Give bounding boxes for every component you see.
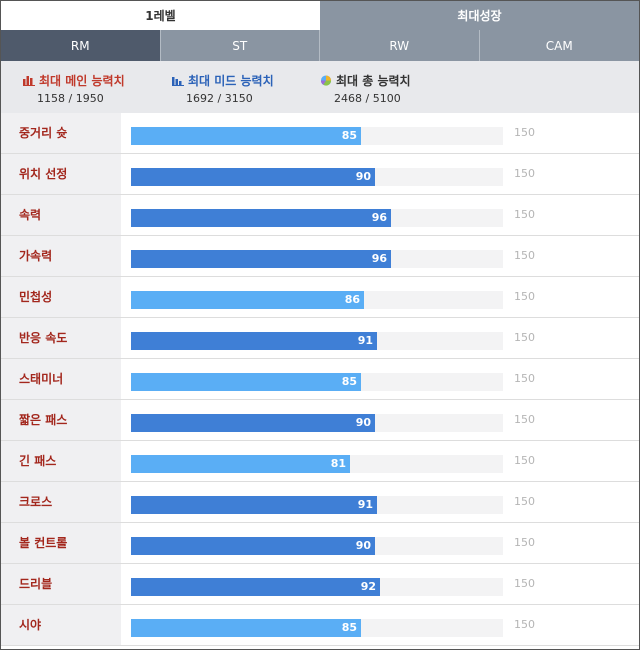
stat-value: 86: [344, 293, 360, 306]
stat-row: 볼 컨트롤 90 150: [1, 523, 639, 564]
stat-bar-track: 85: [131, 619, 503, 637]
position-tabs: RM ST RW CAM: [1, 30, 639, 61]
stat-name: 크로스: [1, 482, 121, 522]
stat-bar-fill: 90: [131, 168, 375, 186]
stat-bar-fill: 86: [131, 291, 364, 309]
stat-bar-track: 85: [131, 373, 503, 391]
stat-value: 90: [355, 416, 371, 429]
bar-chart-icon: [172, 76, 184, 86]
stat-value: 85: [341, 621, 357, 634]
stat-bar-fill: 91: [131, 496, 377, 514]
stat-row: 짧은 패스 90 150: [1, 400, 639, 441]
stat-name: 스태미너: [1, 359, 121, 399]
stat-max: 150: [514, 208, 535, 221]
stat-name: 짧은 패스: [1, 400, 121, 440]
summary-mid: 최대 미드 능력치 1692 / 3150: [172, 72, 274, 105]
stat-value: 90: [355, 170, 371, 183]
stat-row: 크로스 91 150: [1, 482, 639, 523]
stat-bar-track: 96: [131, 209, 503, 227]
tab-max-growth[interactable]: 최대성장: [320, 1, 639, 30]
stat-row: 반응 속도 91 150: [1, 318, 639, 359]
stat-row: 가속력 96 150: [1, 236, 639, 277]
tab-position-st[interactable]: ST: [161, 30, 320, 61]
stat-row: 긴 패스 81 150: [1, 441, 639, 482]
stat-name: 긴 패스: [1, 441, 121, 481]
stat-max: 150: [514, 331, 535, 344]
stat-max: 150: [514, 577, 535, 590]
stat-bar-track: 81: [131, 455, 503, 473]
summary-main: 최대 메인 능력치 1158 / 1950: [23, 72, 125, 105]
stat-value: 85: [341, 129, 357, 142]
stat-bar-track: 96: [131, 250, 503, 268]
stat-bar-fill: 90: [131, 537, 375, 555]
tab-level-1[interactable]: 1레벨: [1, 1, 320, 30]
stat-name: 속력: [1, 195, 121, 235]
stat-bar-fill: 85: [131, 373, 361, 391]
tab-position-cam[interactable]: CAM: [545, 38, 573, 53]
stat-value: 90: [355, 539, 371, 552]
summary-main-value: 1158 / 1950: [37, 92, 104, 105]
stat-bar-fill: 92: [131, 578, 380, 596]
stat-max: 150: [514, 372, 535, 385]
stat-bar-fill: 96: [131, 250, 391, 268]
stat-name: 시야: [1, 605, 121, 645]
stat-bar-fill: 85: [131, 619, 361, 637]
stat-name: 위치 선정: [1, 154, 121, 194]
level-tabs: 1레벨 최대성장: [1, 1, 639, 30]
summary-total: 최대 총 능력치 2468 / 5100: [320, 72, 411, 105]
stat-max: 150: [514, 126, 535, 139]
stat-name: 가속력: [1, 236, 121, 276]
stat-row: 중거리 슛 85 150: [1, 113, 639, 154]
stat-max: 150: [514, 454, 535, 467]
stat-bar-fill: 96: [131, 209, 391, 227]
stat-max: 150: [514, 413, 535, 426]
stat-name: 드리블: [1, 564, 121, 604]
stat-value: 96: [371, 211, 387, 224]
stat-value: 85: [341, 375, 357, 388]
stat-row: 드리블 92 150: [1, 564, 639, 605]
pie-chart-icon: [320, 74, 332, 86]
stat-bar-track: 85: [131, 127, 503, 145]
stat-bar-fill: 85: [131, 127, 361, 145]
stat-bar-track: 91: [131, 332, 503, 350]
stat-bar-track: 92: [131, 578, 503, 596]
stat-bar-fill: 81: [131, 455, 350, 473]
stat-row: 위치 선정 90 150: [1, 154, 639, 195]
stat-value: 96: [371, 252, 387, 265]
stat-bar-track: 86: [131, 291, 503, 309]
stat-row: 스태미너 85 150: [1, 359, 639, 400]
stat-max: 150: [514, 290, 535, 303]
stat-max: 150: [514, 536, 535, 549]
stat-value: 81: [330, 457, 346, 470]
stat-max: 150: [514, 167, 535, 180]
tab-position-rw[interactable]: RW: [320, 30, 480, 61]
stat-bar-track: 91: [131, 496, 503, 514]
bar-chart-icon: [23, 75, 35, 86]
stat-bar-track: 90: [131, 537, 503, 555]
stat-row: 속력 96 150: [1, 195, 639, 236]
summary-main-label: 최대 메인 능력치: [39, 73, 125, 88]
stat-bar-track: 90: [131, 168, 503, 186]
stat-name: 반응 속도: [1, 318, 121, 358]
stat-max: 150: [514, 618, 535, 631]
stat-value: 92: [360, 580, 376, 593]
stat-row: 민첩성 86 150: [1, 277, 639, 318]
stat-max: 150: [514, 495, 535, 508]
stat-bar-fill: 91: [131, 332, 377, 350]
stat-name: 민첩성: [1, 277, 121, 317]
stat-value: 91: [357, 498, 373, 511]
stat-bar-track: 90: [131, 414, 503, 432]
summary-total-value: 2468 / 5100: [334, 92, 401, 105]
summary-mid-label: 최대 미드 능력치: [188, 73, 274, 88]
stat-max: 150: [514, 249, 535, 262]
ability-summary: 최대 메인 능력치 1158 / 1950 최대 미드 능력치 1692 / 3…: [1, 61, 639, 113]
stat-bar-fill: 90: [131, 414, 375, 432]
summary-mid-value: 1692 / 3150: [186, 92, 253, 105]
stat-name: 중거리 슛: [1, 113, 121, 153]
stat-row: 시야 85 150: [1, 605, 639, 646]
stat-name: 볼 컨트롤: [1, 523, 121, 563]
tab-position-rm[interactable]: RM: [1, 30, 161, 61]
stat-value: 91: [357, 334, 373, 347]
summary-total-label: 최대 총 능력치: [336, 73, 411, 88]
